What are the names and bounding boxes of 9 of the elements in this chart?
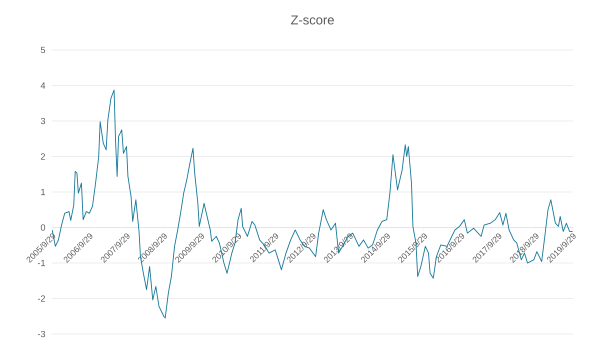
y-tick-label: 4 xyxy=(40,82,46,89)
y-tick-label: -2 xyxy=(38,295,46,302)
y-tick-label: 0 xyxy=(40,224,46,231)
y-tick-label: 3 xyxy=(40,118,46,124)
y-tick-label: 2 xyxy=(40,153,46,160)
y-tick-label: 5 xyxy=(40,46,46,54)
y-tick-label: 1 xyxy=(41,188,46,196)
chart-title: Z-score xyxy=(290,15,334,25)
y-tick-label: -3 xyxy=(38,330,46,338)
